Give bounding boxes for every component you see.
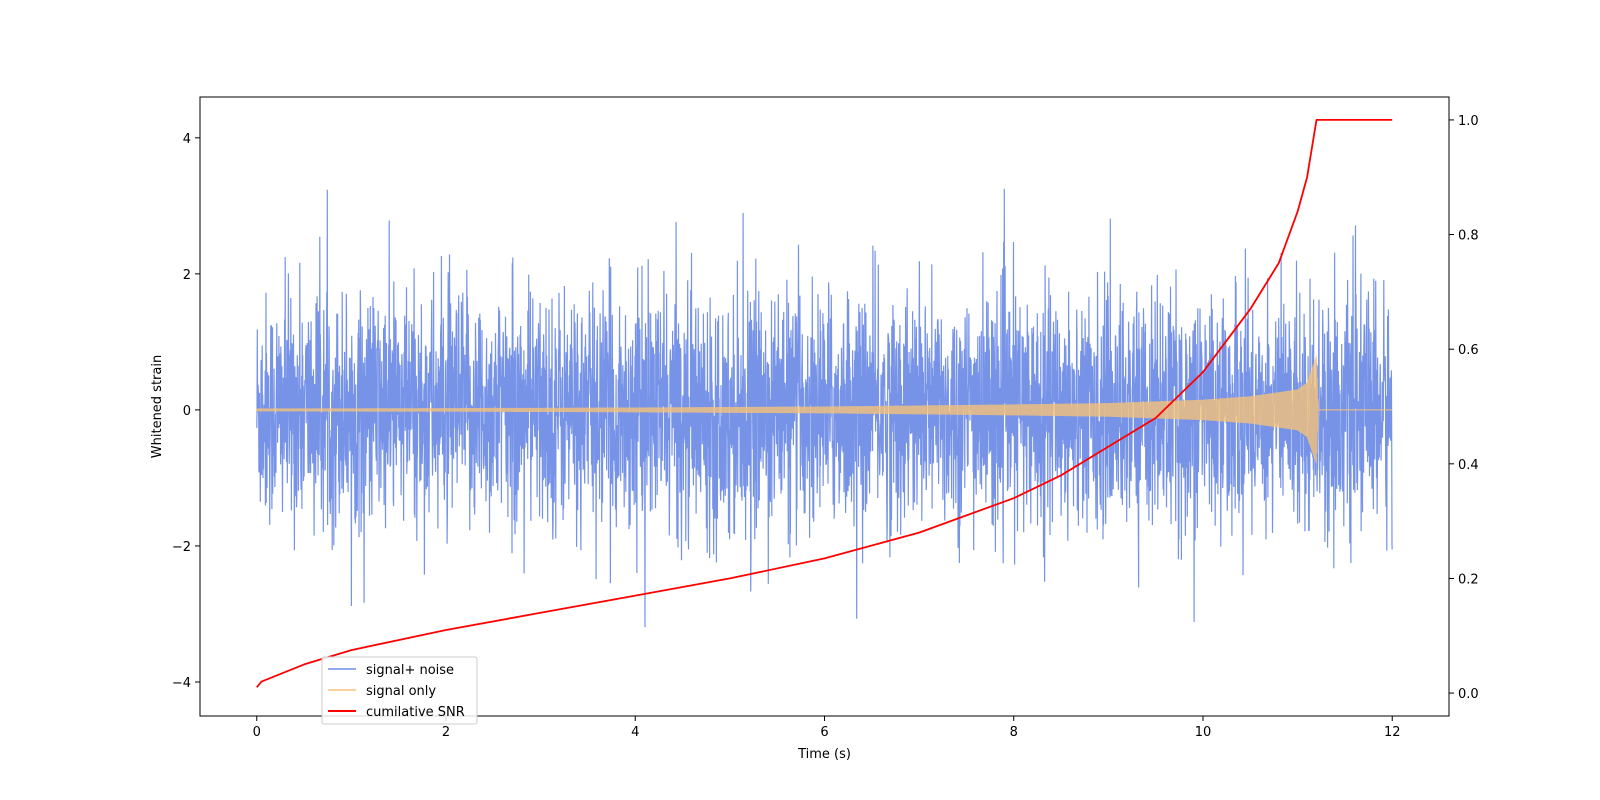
series-signal-only-line: [256, 355, 1393, 464]
y2-tick-label: 0.2: [1458, 572, 1479, 587]
axes: 0 2 4 6 8 10 12 −4 −2 0 2 4 0.0 0.2 0.4 0.6 0.8 1.0: [172, 114, 1479, 740]
y-axis-label: Whitened strain: [150, 355, 165, 458]
x-axis-label: Time (s): [797, 747, 851, 762]
x-tick-label: 0: [253, 725, 261, 740]
y-tick-label: 0: [183, 404, 191, 419]
legend-label-cumulative-snr: cumilative SNR: [366, 705, 465, 720]
legend-label-signal-only: signal only: [366, 684, 436, 699]
x-tick-label: 10: [1195, 725, 1212, 740]
legend-box: [321, 656, 478, 725]
legend-label-signal-noise: signal+ noise: [366, 663, 454, 678]
x-tick-label: 6: [820, 725, 828, 740]
y2-tick-label: 0.4: [1458, 458, 1479, 473]
series-cumulative-snr-line: [256, 119, 1393, 688]
y2-tick-label: 0.0: [1458, 687, 1479, 702]
series-signal-noise-line: [256, 188, 1393, 628]
y-tick-label: 2: [183, 268, 191, 283]
x-tick-label: 8: [1010, 725, 1018, 740]
x-tick-label: 2: [442, 725, 450, 740]
plot-area: [256, 119, 1393, 688]
legend: signal+ noise signal only cumilative SNR: [321, 656, 478, 725]
y2-tick-label: 0.8: [1458, 229, 1479, 244]
y2-tick-label: 1.0: [1458, 114, 1479, 129]
y-tick-label: −4: [172, 676, 191, 691]
x-tick-label: 12: [1384, 725, 1401, 740]
y-tick-label: 4: [183, 132, 191, 147]
y-tick-label: −2: [172, 540, 191, 555]
y2-tick-label: 0.6: [1458, 343, 1479, 358]
x-tick-label: 4: [631, 725, 639, 740]
